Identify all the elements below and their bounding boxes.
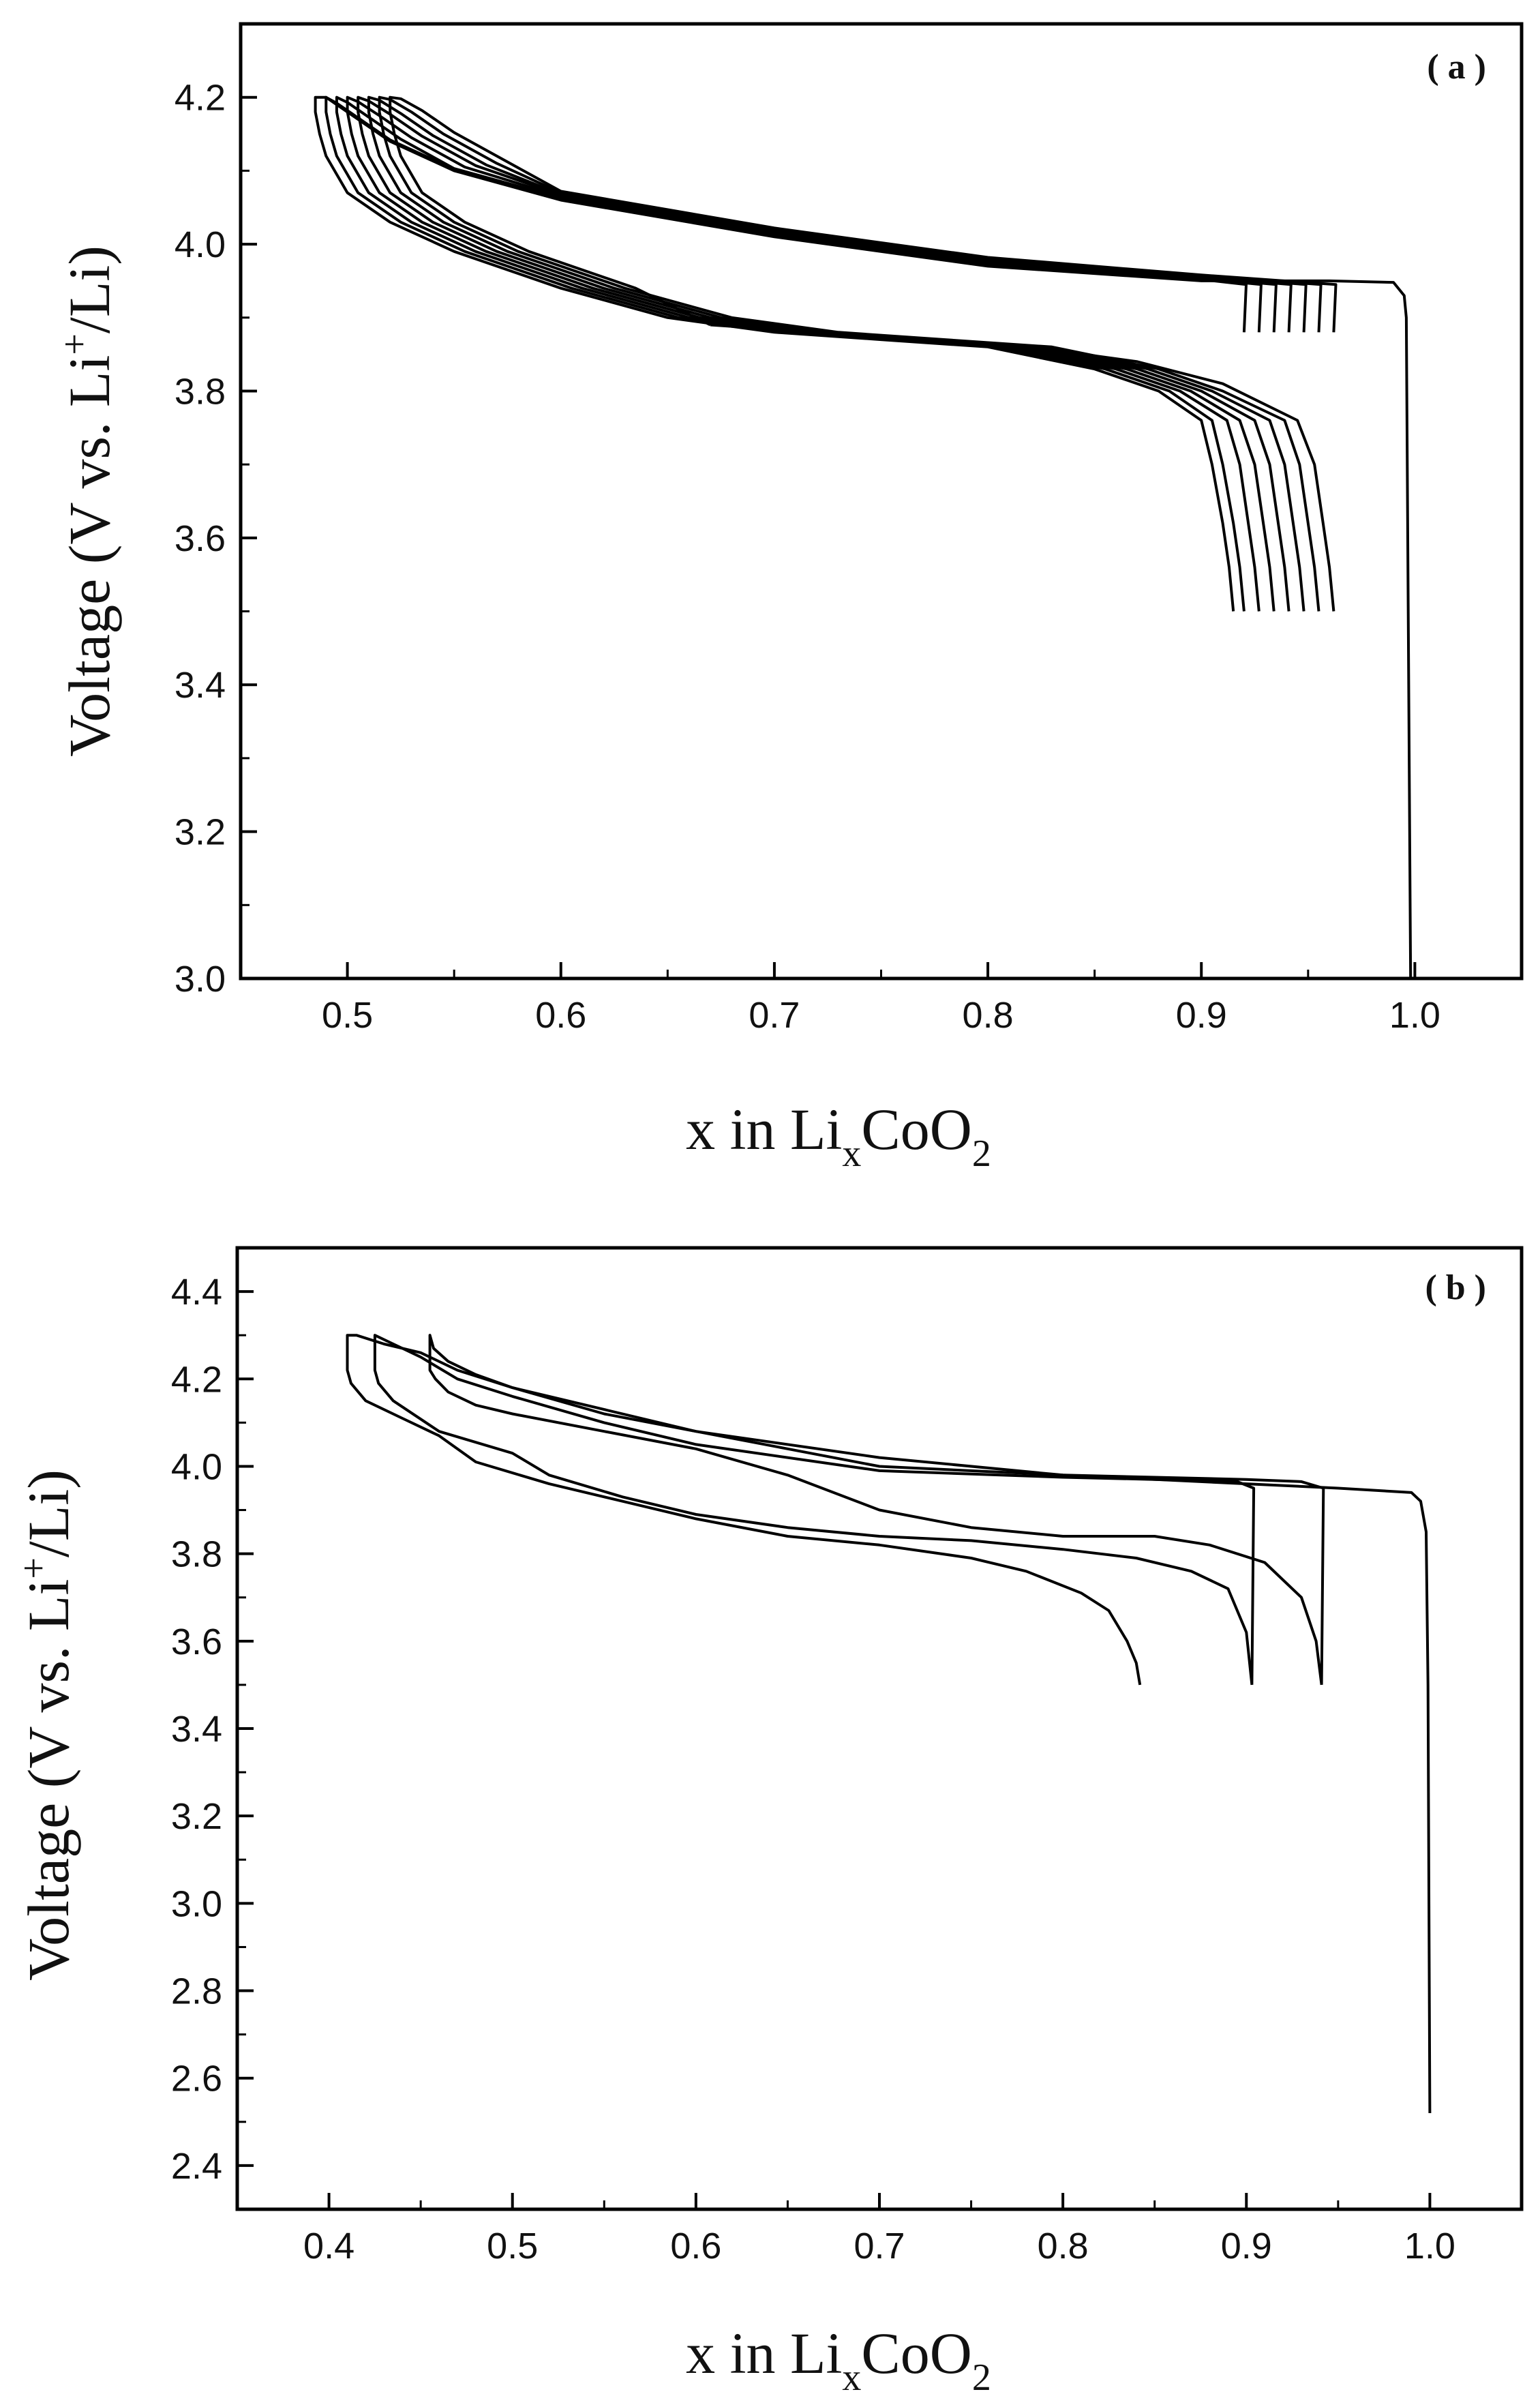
series-line-b-2 (373, 1334, 1256, 1686)
x-tick-label: 1.0 (1404, 2226, 1455, 2267)
y-tick-label: 3.6 (175, 518, 226, 559)
series-line-a-3 (335, 95, 1263, 612)
series-group-b (346, 1334, 1432, 2114)
chart-panel-b: 0.4 0.5 0.6 0.7 0.8 0.9 1.0 2.4 2.6 2.8 3.0 3.2 3.4 3… (13, 1246, 1524, 2399)
y-tick-label: 3.8 (171, 1534, 222, 1575)
x-tick-label: 0.5 (487, 2226, 538, 2267)
plot-frame-a (239, 22, 1524, 981)
y-tick-label: 4.0 (175, 224, 226, 265)
series-line-a-9 (710, 323, 1335, 612)
x-tick-label: 0.7 (854, 2226, 905, 2267)
panel-label-b: ( b ) (1425, 1268, 1486, 1307)
x-axis-title-b: x in LixCoO2 (686, 2320, 991, 2399)
series-line-a-6 (367, 95, 1308, 612)
y-tick-label: 2.4 (171, 2146, 222, 2187)
series-line-a-5 (357, 95, 1293, 612)
y-axis-title-b: Voltage (V vs. Li+/Li) (13, 1469, 81, 1981)
plot-frame-b (235, 1246, 1524, 2211)
x-tick-label: 0.9 (1176, 995, 1227, 1036)
series-line-a-7 (378, 95, 1323, 612)
y-tick-label: 2.6 (171, 2059, 222, 2099)
y-tick-label: 3.4 (175, 665, 226, 706)
chart-panel-a: 0.5 0.6 0.7 0.8 0.9 1.03.03.23.43.63.84.04.2 … (54, 22, 1524, 1175)
y-axis-title-a: Voltage (V vs. Li+/Li) (54, 245, 122, 757)
x-axis-title-a: x in LixCoO2 (686, 1096, 991, 1175)
y-tick-label: 3.0 (171, 1883, 222, 1924)
y-tick-label: 2.8 (171, 1971, 222, 2012)
x-tick-label: 0.8 (963, 995, 1014, 1036)
x-tick-label: 0.9 (1221, 2226, 1272, 2267)
panel-label-a: ( a ) (1427, 48, 1486, 87)
series-line-a-1 (314, 95, 1413, 979)
x-tick-label: 0.5 (322, 995, 373, 1036)
y-tick-label: 3.8 (175, 371, 226, 412)
x-tick-label: 0.6 (670, 2226, 721, 2267)
y-tick-label: 3.4 (171, 1709, 222, 1750)
series-line-b-1 (346, 1334, 1432, 2114)
series-line-a-8 (389, 95, 1338, 333)
y-tick-label: 4.0 (171, 1446, 222, 1487)
axis-ticks-b: 0.4 0.5 0.6 0.7 0.8 0.9 1.0 2.4 2.6 2.8 3.0 3.2 3.4 3… (171, 1272, 1455, 2267)
y-tick-label: 3.2 (175, 812, 226, 853)
y-tick-label: 4.2 (175, 78, 226, 119)
series-line-b-3 (428, 1334, 1325, 1686)
axis-ticks-a: 0.5 0.6 0.7 0.8 0.9 1.0 3.0 3.2 3.4 3.6 3.8 4.0 4.2 (175, 78, 1440, 1036)
series-line-a-4 (346, 95, 1278, 612)
x-tick-label: 0.4 (303, 2226, 354, 2267)
y-tick-label: 4.2 (171, 1359, 222, 1400)
y-tick-label: 3.6 (171, 1621, 222, 1662)
x-tick-label: 0.8 (1038, 2226, 1089, 2267)
y-tick-label: 3.2 (171, 1796, 222, 1837)
series-group-a (314, 95, 1413, 979)
x-tick-label: 1.0 (1389, 995, 1440, 1036)
x-tick-label: 0.7 (749, 995, 800, 1036)
x-tick-label: 0.6 (535, 995, 586, 1036)
y-tick-label: 4.4 (171, 1272, 222, 1313)
y-tick-label: 3.0 (175, 959, 226, 1000)
